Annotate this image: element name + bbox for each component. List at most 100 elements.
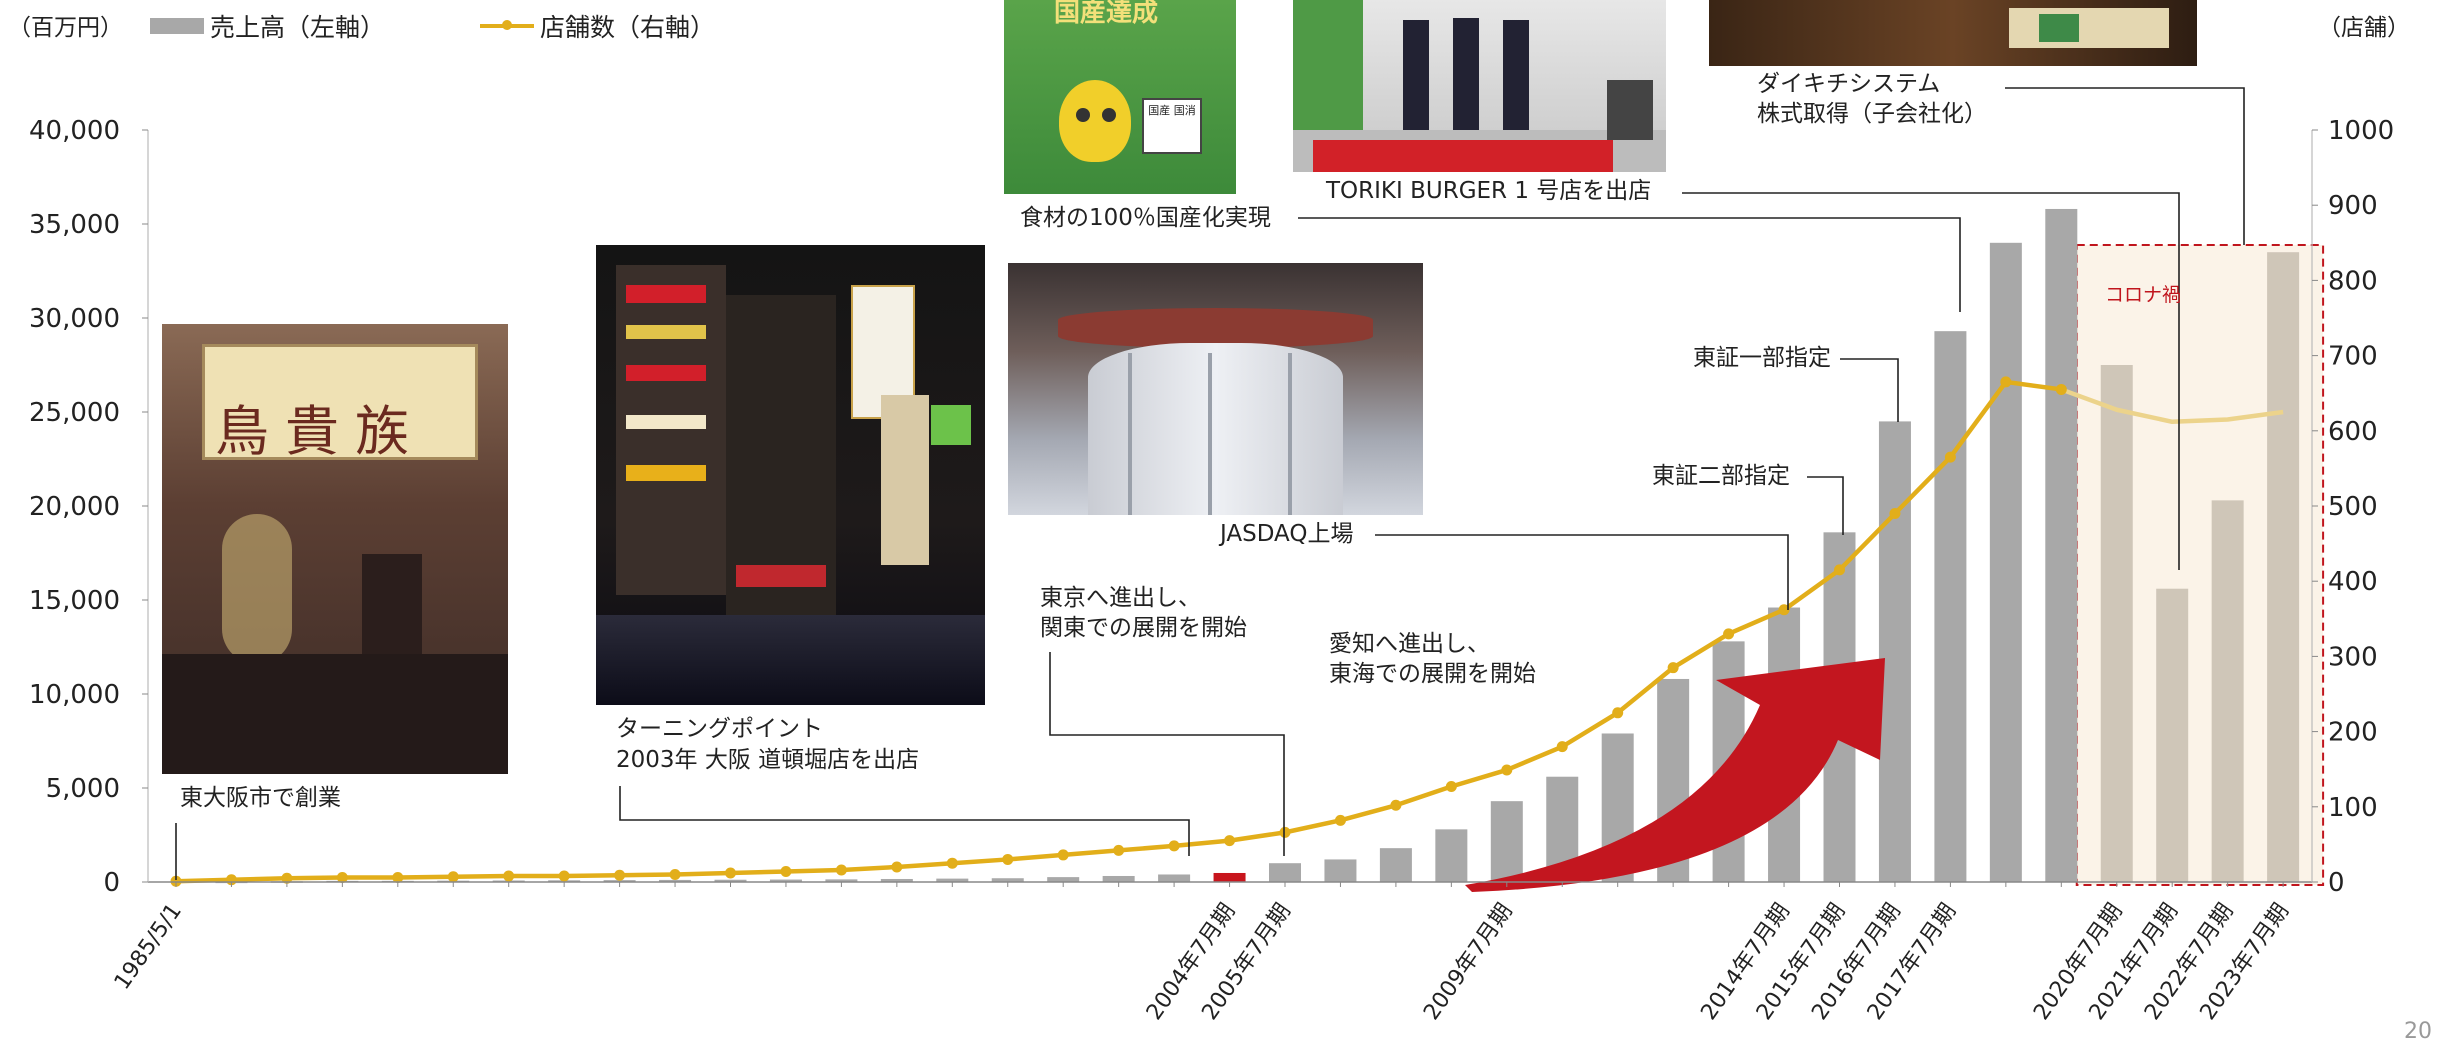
annotation-domestic: 食材の100％国産化実現 [1020,205,1271,231]
right-tick-label: 400 [2328,567,2378,597]
store-count-point [1944,451,1956,463]
right-tick-label: 500 [2328,492,2378,522]
annotation-turning-point-title: ターニングポイント [616,716,823,742]
store-count-point [725,867,736,879]
sales-bar [2267,252,2300,882]
store-count-point [1778,604,1790,616]
right-tick-label: 700 [2328,342,2378,372]
covid-label: コロナ禍 [2105,284,2182,306]
store-count-point [1057,849,1069,861]
left-tick-label: 5,000 [46,774,120,804]
right-tick-label: 800 [2328,266,2378,296]
legend-bar-swatch [150,18,204,34]
store-count-point [835,864,847,876]
store-count-point [1445,780,1457,792]
store-count-point [503,870,515,882]
sales-bar [2045,208,2078,882]
store-count-point [1889,508,1901,520]
daikichi-photo [1709,0,2197,66]
sales-bar [825,879,858,882]
sales-bar [1989,242,2022,883]
store-count-point [1667,662,1679,674]
sales-bar [1213,872,1246,882]
right-tick-label: 1000 [2328,116,2394,146]
right-tick-label: 300 [2328,642,2378,672]
left-tick-label: 30,000 [29,304,120,334]
leader-turning [619,786,1190,856]
legend-bar: 売上高（左軸） [150,8,385,44]
sales-bar [991,878,1024,882]
toriki-burger-photo [1293,0,1666,172]
annotation-jasdaq: JASDAQ上場 [1220,521,1354,547]
leader-tse2 [1807,476,1844,535]
store-count-point [1279,826,1291,838]
legend-line-swatch [480,20,534,30]
leader-daikichi [2005,87,2245,245]
right-tick-label: 100 [2328,793,2378,823]
leader-toriki [1682,192,2180,570]
left-tick-label: 0 [103,868,120,898]
right-tick-label: 200 [2328,718,2378,748]
stock-exchange-photo [1008,263,1423,515]
annotation-aichi-line2: 東海での展開を開始 [1329,661,1536,687]
leader-jasdaq [1375,534,1789,610]
store-count-point [1612,707,1624,719]
sales-bar [659,879,692,882]
left-tick-label: 40,000 [29,116,120,146]
sales-bar [1158,874,1191,882]
sales-bar [714,879,747,882]
annotation-tse2: 東証二部指定 [1652,463,1790,489]
leader-domestic [1298,217,1961,312]
x-tick-label: 2009年7月期 [1419,899,1517,1025]
left-tick-label: 10,000 [29,680,120,710]
store-count-point [2000,376,2012,388]
x-tick-label: 1985/5/1 [110,899,187,994]
sales-bar [1878,421,1911,882]
store-count-point [1834,564,1845,576]
store-count-point [170,875,182,887]
sales-bar [603,880,636,882]
growth-arrow [1465,658,1885,892]
store-count-point [336,871,348,883]
right-tick-label: 900 [2328,191,2378,221]
sales-bar [2211,500,2244,882]
sales-bar [769,879,802,882]
store-count-point [1168,840,1180,852]
mascot-icon [1059,80,1131,162]
right-tick-label: 0 [2328,868,2345,898]
badge-kokusan: 国産 国消 [1142,98,1202,154]
sales-bar [1435,829,1468,882]
page-number: 20 [2404,1019,2432,1044]
annotation-founding: 東大阪市で創業 [180,785,341,811]
left-tick-label: 25,000 [29,398,120,428]
domestic-ingredients-photo: 国産達成 国産 国消 [1004,0,1236,194]
store-count-point [946,857,958,869]
annotation-toriki: TORIKI BURGER 1 号店を出店 [1326,178,1652,204]
leader-tokyo [1049,652,1285,856]
left-tick-label: 15,000 [29,586,120,616]
annotation-tse1: 東証一部指定 [1693,345,1831,371]
sales-bar [1379,848,1412,882]
annotation-aichi-line1: 愛知へ進出し、 [1329,631,1490,657]
annotation-daikichi-line2: 株式取得（子会社化） [1757,101,1987,127]
sales-bar [1047,877,1080,882]
store-count-point [1113,844,1125,856]
store-count-point [392,871,404,883]
store-count-point [669,868,681,880]
left-tick-label: 20,000 [29,492,120,522]
sales-bar [880,878,913,882]
sales-bar [2100,365,2133,882]
right-tick-label: 600 [2328,417,2378,447]
legend-bar-label: 売上高（左軸） [210,13,386,42]
dotonbori-photo [596,245,985,705]
store-count-point [2055,383,2067,395]
sales-bar [936,878,969,882]
store-count-point [558,870,570,882]
sign-kokusan: 国産達成 [1054,0,1159,28]
store-sign: 鳥貴族 [202,344,478,463]
sales-bar [1324,859,1357,882]
left-axis-unit: （百万円） [8,15,123,41]
sales-bar [1934,331,1967,882]
sales-bar [2156,588,2189,882]
store-count-point [1390,799,1402,811]
